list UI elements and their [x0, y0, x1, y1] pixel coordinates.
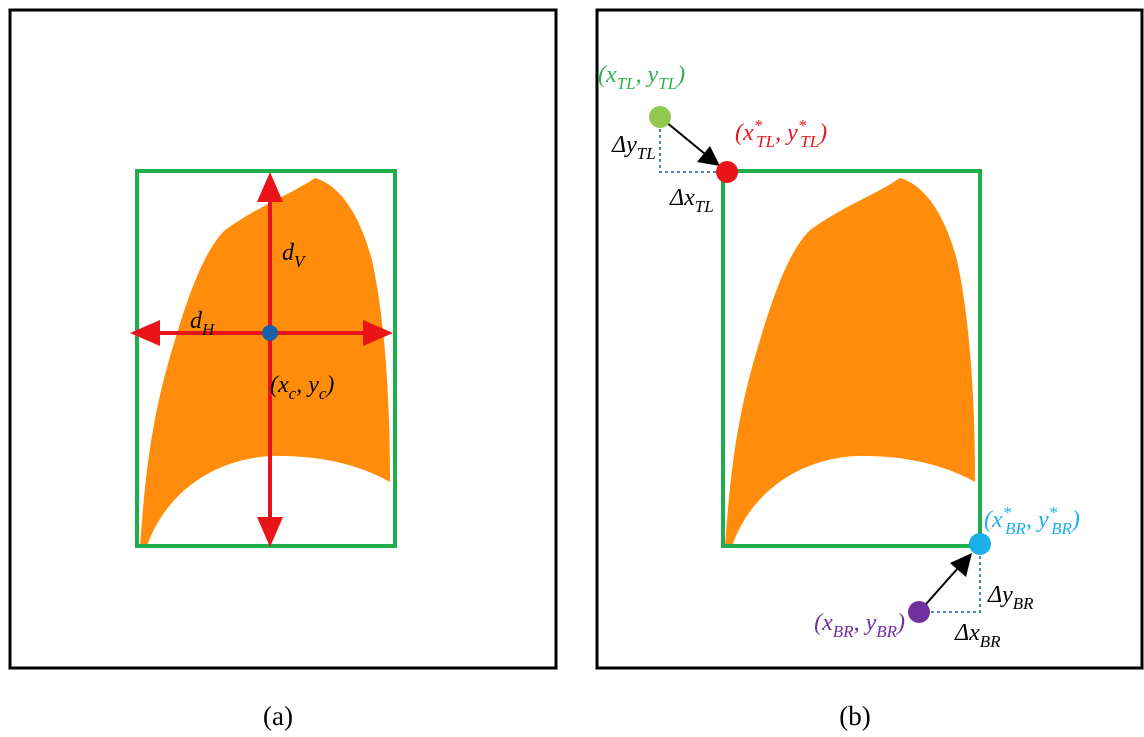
label-text: (x: [984, 507, 1003, 533]
subscript: BR: [980, 632, 1001, 651]
label-text: (x: [598, 62, 617, 88]
label-text: Δy: [611, 132, 637, 158]
caption: (b): [839, 701, 870, 731]
math-label: ΔyTL: [611, 132, 656, 163]
label-text: , y: [296, 372, 319, 398]
subscript: BR: [833, 622, 854, 641]
subscript: TL: [637, 144, 656, 163]
target-top-left: [716, 161, 738, 183]
label-text: (x: [270, 372, 289, 398]
subscript: BR: [1051, 519, 1072, 538]
math-label: (xBR, yBR): [814, 610, 905, 641]
subscript: H: [201, 320, 216, 339]
label-text: , y: [775, 120, 798, 146]
lung-region: [725, 178, 975, 546]
center-point: [262, 325, 278, 341]
figure: (a) (b) dVdH(xc, yc)(xTL, yTL)(x*TL, y*T…: [0, 0, 1144, 737]
label-text: ): [675, 62, 685, 88]
math-label: (x*BR, y*BR): [984, 503, 1080, 538]
subscript: TL: [617, 74, 636, 93]
label-text: , y: [1026, 507, 1049, 533]
label-text: ): [895, 610, 905, 636]
initial-top-left: [649, 106, 671, 128]
math-label: (xTL, yTL): [598, 62, 685, 93]
math-label: (x*TL, y*TL): [735, 116, 827, 151]
subscript: TL: [756, 132, 775, 151]
label-text: ): [1070, 507, 1080, 533]
label-text: Δx: [669, 185, 695, 211]
subscript: TL: [658, 74, 677, 93]
subscript: BR: [1013, 594, 1034, 613]
lung-region: [140, 178, 390, 546]
label-text: ): [817, 120, 827, 146]
subscript: BR: [1005, 519, 1026, 538]
subscript: BR: [876, 622, 897, 641]
initial-bottom-right: [908, 601, 930, 623]
label-text: (x: [735, 120, 754, 146]
subscript: TL: [695, 197, 714, 216]
target-bottom-right: [969, 533, 991, 555]
label-text: Δx: [954, 620, 980, 646]
math-label: ΔyBR: [987, 582, 1034, 613]
math-label: ΔxBR: [954, 620, 1001, 651]
label-text: Δy: [987, 582, 1013, 608]
label-text: , y: [854, 610, 877, 636]
label-text: ): [324, 372, 334, 398]
label-text: (x: [814, 610, 833, 636]
subscript: TL: [800, 132, 819, 151]
caption: (a): [263, 701, 293, 731]
math-label: ΔxTL: [669, 185, 714, 216]
label-text: , y: [636, 62, 659, 88]
